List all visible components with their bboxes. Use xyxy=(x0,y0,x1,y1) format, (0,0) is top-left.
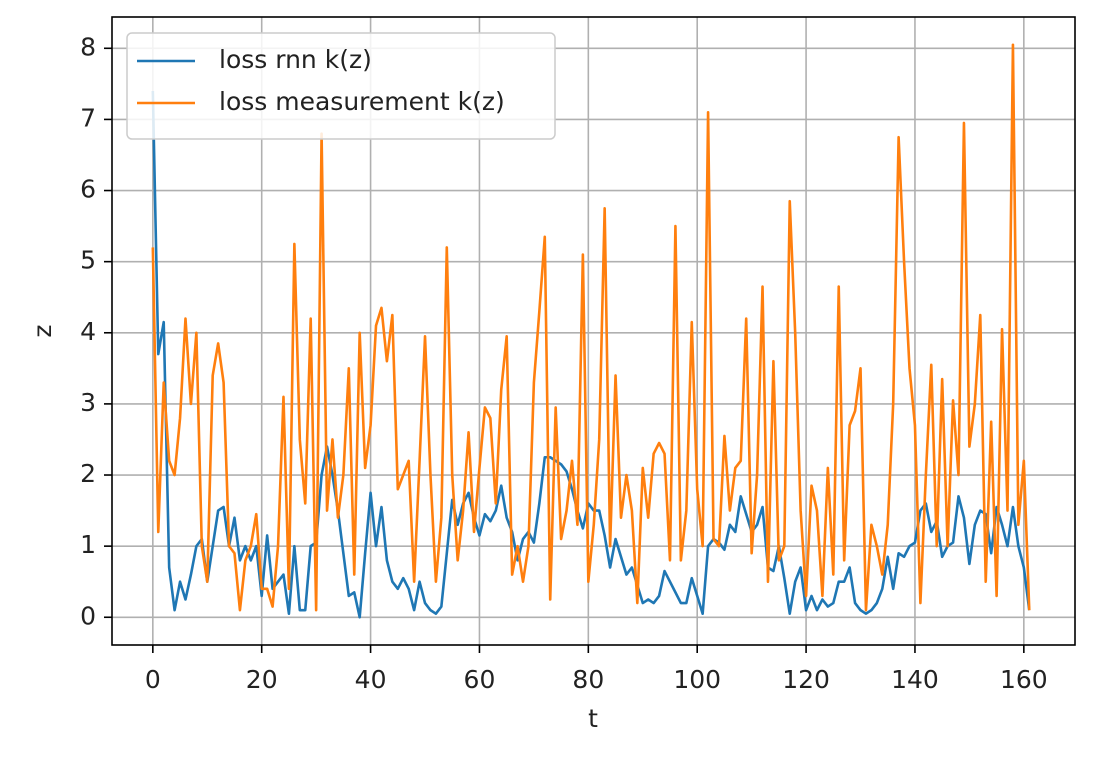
y-tick-label: 8 xyxy=(80,32,96,61)
y-tick-label: 3 xyxy=(80,388,96,417)
y-tick-label: 7 xyxy=(80,103,96,132)
legend-box xyxy=(126,32,556,140)
series-line xyxy=(151,43,1031,612)
series-line xyxy=(151,90,1031,619)
x-axis-label: t xyxy=(588,704,598,733)
y-axis-label: z xyxy=(28,324,57,337)
y-tick-label: 2 xyxy=(80,459,96,488)
x-tick-label: 40 xyxy=(355,665,387,694)
plot-frame xyxy=(111,16,1076,646)
legend-label: loss measurement k(z) xyxy=(219,87,505,116)
x-tick-label: 20 xyxy=(246,665,278,694)
y-tick-label: 1 xyxy=(80,530,96,559)
legend: loss rnn k(z) loss measurement k(z) xyxy=(126,32,556,140)
x-tick-label: 140 xyxy=(891,665,939,694)
x-tick-label: 60 xyxy=(464,665,496,694)
y-tick-label: 6 xyxy=(80,175,96,204)
y-tick-label: 4 xyxy=(80,317,96,346)
y-tick-label: 0 xyxy=(80,601,96,630)
x-tick-label: 100 xyxy=(673,665,721,694)
x-tick-label: 160 xyxy=(1000,665,1048,694)
legend-label: loss rnn k(z) xyxy=(219,45,372,74)
y-tick-label: 5 xyxy=(80,246,96,275)
x-tick-label: 120 xyxy=(782,665,830,694)
x-tick-label: 0 xyxy=(145,665,161,694)
x-tick-label: 80 xyxy=(572,665,604,694)
